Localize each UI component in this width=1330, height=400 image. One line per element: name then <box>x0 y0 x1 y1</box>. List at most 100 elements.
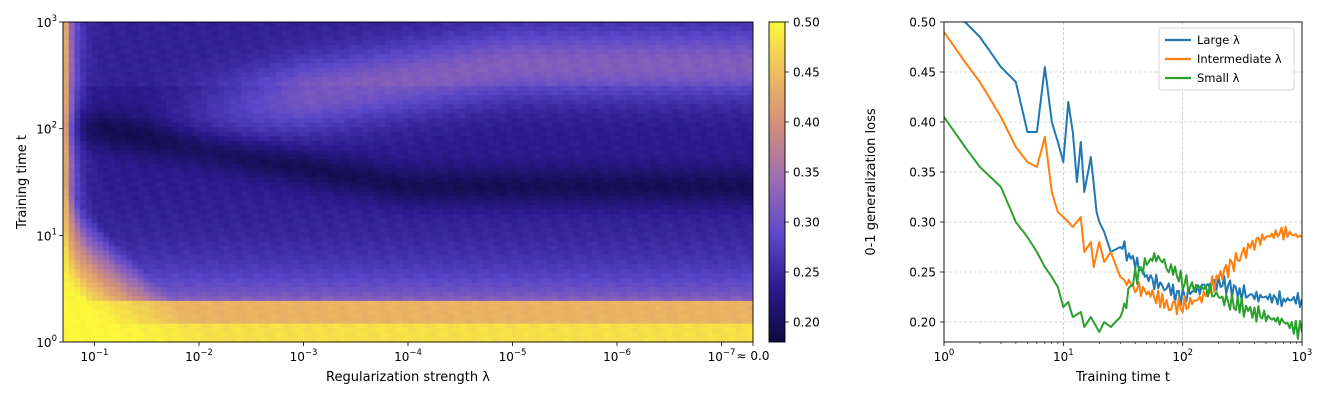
heatmap-cell <box>195 177 202 183</box>
heatmap-cell <box>224 300 231 307</box>
heatmap-cell <box>419 337 426 342</box>
heatmap-cell <box>425 95 432 101</box>
heatmap-cell <box>339 159 346 165</box>
heatmap-cell <box>63 159 70 165</box>
heatmap-cell <box>454 282 461 288</box>
heatmap-cell <box>109 300 116 307</box>
heatmap-cell <box>229 40 237 46</box>
heatmap-cell <box>132 250 139 256</box>
heatmap-cell <box>252 232 260 238</box>
heatmap-cell <box>132 223 139 229</box>
heatmap-cell <box>316 95 323 101</box>
heatmap-cell <box>362 273 369 279</box>
heatmap-cell <box>218 282 225 288</box>
heatmap-cell <box>310 99 317 105</box>
heatmap-cell <box>63 90 70 96</box>
heatmap-cell <box>373 31 380 37</box>
heatmap-cell <box>408 182 415 188</box>
heatmap-cell <box>413 95 421 101</box>
heatmap-cell <box>321 241 329 247</box>
heatmap-cell <box>356 113 363 119</box>
heatmap-cell <box>454 314 461 320</box>
heatmap-cell <box>132 54 139 60</box>
heatmap-cell <box>275 241 283 247</box>
heatmap-cell <box>379 236 386 243</box>
heatmap-cell <box>183 104 191 110</box>
heatmap-cell <box>270 35 277 41</box>
heatmap-cell <box>109 241 116 247</box>
heatmap-cell <box>241 291 248 297</box>
heatmap-cell <box>103 122 110 128</box>
heatmap-cell <box>189 195 196 201</box>
heatmap-cell <box>339 314 346 320</box>
heatmap-cell <box>339 223 346 229</box>
heatmap-cell <box>442 204 449 211</box>
heatmap-cell <box>431 218 438 224</box>
heatmap-cell <box>304 264 311 270</box>
heatmap-cell <box>275 104 283 110</box>
heatmap-cell <box>402 54 409 60</box>
heatmap-cell <box>350 255 357 261</box>
heatmap-cell <box>448 131 455 137</box>
heatmap-cell <box>287 186 294 192</box>
heatmap-cell <box>201 278 208 284</box>
heatmap-cell <box>436 182 444 188</box>
heatmap-cell <box>321 86 329 92</box>
heatmap-cell <box>172 44 179 51</box>
heatmap-cell <box>356 332 363 339</box>
heatmap-cell <box>425 323 432 329</box>
heatmap-cell <box>247 140 254 147</box>
heatmap-cell <box>459 291 467 297</box>
heatmap-cell <box>264 291 271 297</box>
heatmap-cell <box>431 319 438 325</box>
heatmap-cell <box>310 67 317 73</box>
heatmap-cell <box>321 259 329 265</box>
heatmap-cell <box>448 255 455 261</box>
heatmap-cell <box>454 255 461 261</box>
heatmap-cell <box>367 86 375 92</box>
heatmap-cell <box>385 26 392 32</box>
heatmap-cell <box>86 319 93 325</box>
heatmap-cell <box>114 246 122 252</box>
heatmap-cell <box>178 136 185 142</box>
heatmap-cell <box>160 76 168 83</box>
heatmap-cell <box>212 227 219 233</box>
heatmap-cell <box>114 49 122 55</box>
heatmap-cell <box>425 108 432 115</box>
heatmap-cell <box>448 118 455 124</box>
heatmap-cell <box>425 246 432 252</box>
heatmap-cell <box>149 177 156 183</box>
heatmap-cell <box>103 305 110 311</box>
heatmap-cell <box>454 76 461 83</box>
heatmap-cell <box>166 214 173 220</box>
heatmap-cell <box>218 232 225 238</box>
heatmap-cell <box>224 232 231 238</box>
heatmap-cell <box>229 241 237 247</box>
heatmap-cell <box>356 58 363 64</box>
heatmap-cell <box>281 223 288 229</box>
heatmap-cell <box>413 337 421 342</box>
heatmap-cell <box>454 67 461 73</box>
heatmap-cell <box>379 177 386 183</box>
heatmap-cell <box>218 186 225 192</box>
heatmap-cell <box>413 241 421 247</box>
heatmap-cell <box>195 136 202 142</box>
heatmap-cell <box>195 145 202 151</box>
heatmap-cell <box>350 172 357 179</box>
heatmap-cell <box>252 268 260 275</box>
heatmap-cell <box>103 250 110 256</box>
heatmap-cell <box>206 150 214 156</box>
heatmap-cell <box>137 323 145 329</box>
heatmap-cell <box>413 63 421 69</box>
heatmap-cell <box>97 108 104 115</box>
heatmap-cell <box>80 81 87 87</box>
heatmap-cell <box>390 204 398 211</box>
heatmap-cell <box>114 118 122 124</box>
heatmap-cell <box>247 163 254 169</box>
heatmap-cell <box>356 90 363 96</box>
heatmap-cell <box>201 223 208 229</box>
heatmap-cell <box>172 108 179 115</box>
heatmap-cell <box>408 332 415 339</box>
heatmap-cell <box>114 76 122 83</box>
heatmap-cell <box>327 99 334 105</box>
